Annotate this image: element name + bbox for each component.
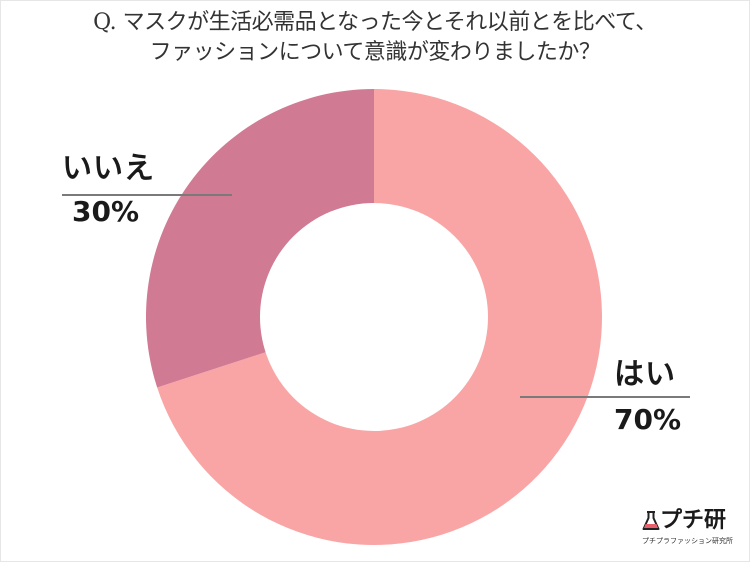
chart-title: Q. マスクが生活必需品となった今とそれ以前とを比べて、 ファッションについて意… xyxy=(0,8,750,68)
label-no-category: いいえ xyxy=(62,151,155,186)
title-line-2: ファッションについて意識が変わりましたか？ xyxy=(149,40,601,65)
leader-line-no xyxy=(62,194,232,196)
flask-icon xyxy=(642,511,660,530)
label-no-percent: 30% xyxy=(72,195,140,228)
donut-hole xyxy=(260,203,488,431)
logo-subtitle: プチプラファッション研究所 xyxy=(642,537,733,545)
logo: プチ研 プチプラファッション研究所 xyxy=(642,508,742,546)
leader-line-yes xyxy=(520,396,690,398)
label-no: いいえ 30% xyxy=(62,152,155,228)
logo-name: プチ研 xyxy=(660,508,727,533)
title-line-1: Q. マスクが生活必需品となった今とそれ以前とを比べて、 xyxy=(93,10,657,35)
label-yes-category: はい xyxy=(614,357,676,392)
label-yes: はい 70% xyxy=(614,358,681,436)
label-yes-percent: 70% xyxy=(614,403,682,436)
